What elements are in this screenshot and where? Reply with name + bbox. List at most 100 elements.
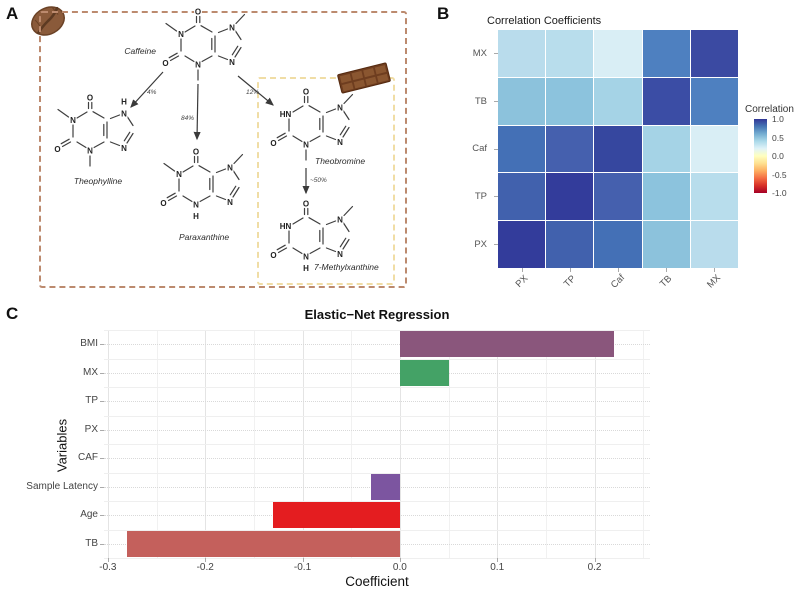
row-center-gridline [104,429,650,431]
y-tick [100,429,104,431]
heatmap-row-label: TP [474,191,487,203]
row-boundary-gridline [104,415,650,417]
svg-text:N: N [337,104,343,113]
heatmap-cell-PX-TP [546,221,594,268]
legend-tick-label: 0.0 [772,151,784,161]
heatmap-cell-TP-TP [546,173,594,221]
category-label: TB [85,537,98,549]
svg-text:HN: HN [280,110,292,119]
heatmap-grid [498,30,738,268]
y-tick [494,100,498,102]
category-label: MX [83,366,98,378]
svg-text:N: N [227,164,233,173]
svg-text:N: N [337,138,343,147]
7-methylxanthine-label: 7-Methylxanthine [314,262,379,272]
legend-title: Correlation [745,104,794,115]
svg-text:N: N [87,147,93,156]
heatmap-cell-PX-MX [690,221,738,268]
metabolism-pathway-box [39,11,407,288]
svg-text:N: N [337,250,343,259]
bar-tb [127,530,400,557]
svg-text:O: O [270,139,276,148]
x-tick-label: 0.2 [587,562,602,573]
heatmap-cell-TP-MX [690,173,738,221]
bar-bmi [399,331,614,358]
svg-text:N: N [303,141,309,150]
chocolate-bar-icon [337,62,391,94]
heatmap-cell-Caf-PX [498,125,546,173]
heatmap-cell-TB-TB [642,77,690,125]
category-label: Sample Latency [26,480,98,492]
heatmap-cell-TP-PX [498,173,546,221]
row-boundary-gridline [104,472,650,474]
bar-age [273,502,400,529]
heatmap-cell-TB-MX [690,77,738,125]
panel-b-label: B [437,4,450,23]
svg-text:O: O [87,94,93,103]
x-tick [107,558,109,562]
y-tick [494,148,498,150]
heatmap-title: Correlation Coefficients [487,15,602,27]
heatmap-cell-Caf-TP [546,125,594,173]
svg-text:O: O [270,251,276,260]
heatmap-cell-PX-Caf [594,221,642,268]
category-label: Age [80,509,98,521]
heatmap-cell-Caf-Caf [594,125,642,173]
heatmap-cell-MX-MX [690,30,738,77]
svg-text:N: N [178,30,184,39]
svg-text:H: H [121,98,127,107]
y-tick [100,401,104,403]
svg-text:O: O [303,88,309,97]
x-tick-label: 0.0 [392,562,407,573]
heatmap-cell-MX-PX [498,30,546,77]
category-label: BMI [80,338,98,350]
heatmap-cell-PX-PX [498,221,546,268]
legend-tick-label: -1.0 [772,188,787,198]
heatmap-cell-Caf-TB [642,125,690,173]
row-boundary-gridline [104,444,650,445]
row-center-gridline [104,458,650,460]
heatmap-row-label: TB [474,95,487,107]
row-boundary-gridline [104,387,650,388]
heatmap-row-label: PX [474,238,487,250]
svg-text:N: N [121,110,127,119]
caffeine-label: Caffeine [124,46,156,56]
arrow-to-theobromine [237,75,274,106]
svg-text:N: N [229,24,235,33]
y-tick [100,344,104,346]
svg-text:N: N [193,201,199,210]
x-tick [205,558,207,562]
svg-text:N: N [70,116,76,125]
x-tick-label: -0.1 [293,562,312,573]
theophylline-label: Theophylline [73,176,123,186]
bar-sample-latency [370,473,400,500]
heatmap-cell-MX-Caf [594,30,642,77]
svg-text:O: O [303,200,309,209]
pct-theophylline: 4% [147,89,157,96]
x-tick-label: -0.2 [196,562,214,573]
panel-c-label: C [6,304,19,323]
x-tick [594,558,596,562]
svg-text:N: N [303,253,309,262]
x-tick [713,268,715,272]
x-tick [521,268,523,272]
svg-text:O: O [162,59,168,68]
y-tick [100,486,104,488]
pct-theobromine: 12% [246,89,259,96]
x-tick [399,558,401,562]
svg-text:O: O [193,148,199,157]
pathway-arrows: 4% 84% 12% ~50% [130,71,327,195]
svg-text:N: N [176,170,182,179]
molecule-caffeine: O O N N N N [158,6,254,86]
x-tick-label: 0.1 [490,562,505,573]
pct-paraxanthine: 84% [181,115,194,122]
heatmap-cell-TP-TB [642,173,690,221]
row-boundary-gridline [104,501,650,502]
barchart-title: Elastic−Net Regression [304,307,450,322]
heatmap-cell-TB-TP [546,77,594,125]
y-tick [494,243,498,245]
legend-tick-label: 1.0 [772,114,784,124]
x-tick [665,268,667,272]
legend-tick-label: 0.5 [772,132,784,143]
